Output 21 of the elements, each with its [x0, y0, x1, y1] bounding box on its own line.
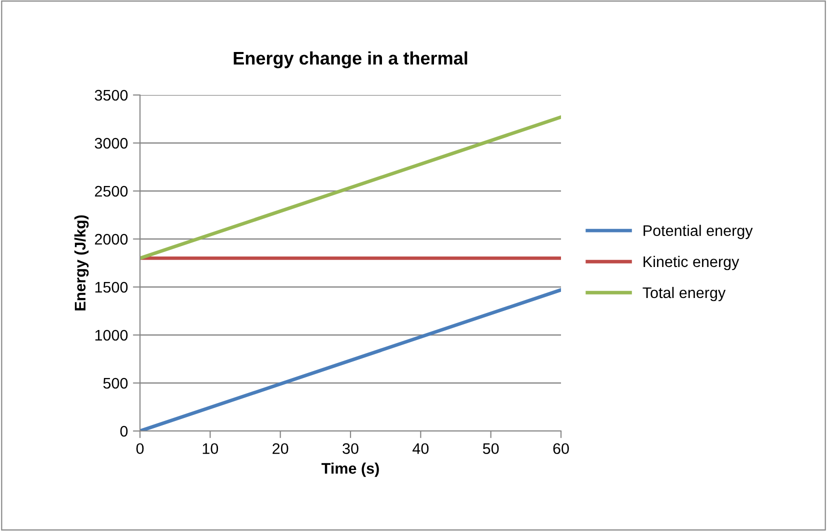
- y-axis-title: Energy (J/kg): [74, 215, 89, 310]
- x-tick-label: 50: [482, 443, 499, 454]
- legend-label: Potential energy: [644, 224, 753, 240]
- x-tick-label: 30: [342, 443, 358, 454]
- x-tick-label: 10: [202, 443, 218, 454]
- x-tick-label: 0: [136, 443, 144, 454]
- legend-label: Total energy: [642, 286, 726, 302]
- y-tick-label: 1000: [95, 330, 128, 341]
- x-tick-label: 20: [272, 443, 288, 454]
- x-axis-title: Time (s): [322, 462, 379, 477]
- y-tick-label: 500: [103, 378, 128, 389]
- x-tick-label: 60: [553, 443, 569, 454]
- legend-label: Kinetic energy: [644, 256, 740, 270]
- chart-title: Energy change in a thermal: [234, 51, 468, 68]
- y-tick-label: 3000: [94, 138, 128, 149]
- y-tick-label: 2500: [94, 186, 128, 197]
- y-tick-label: 2000: [94, 234, 128, 245]
- y-tick-label: 0: [120, 426, 128, 437]
- y-tick-label: 1500: [95, 282, 128, 293]
- y-tick-label: 3500: [94, 90, 128, 101]
- x-tick-label: 40: [412, 443, 429, 454]
